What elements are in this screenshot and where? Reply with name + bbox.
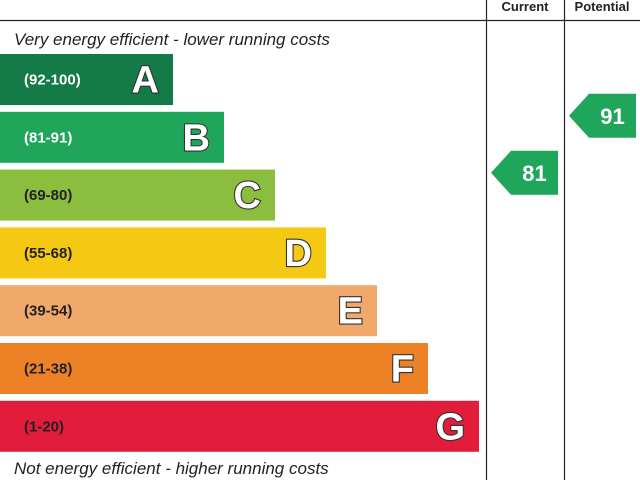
band-b-range: (81-91) [24,129,72,146]
band-g-bar [0,400,479,452]
band-c-letter: C [234,175,261,217]
band-c-bar [0,169,275,221]
band-a-letter: A [132,60,159,102]
current-rating-arrow [491,150,558,195]
bottom-description: Not energy efficient - higher running co… [14,459,329,478]
band-d-range: (55-68) [24,245,72,262]
band-d-letter: D [285,233,312,275]
band-c-range: (69-80) [24,187,72,204]
potential-rating-score: 91 [600,104,624,129]
band-f-range: (21-38) [24,361,72,378]
band-a-range: (92-100) [24,72,81,89]
band-f-bar [0,343,428,394]
rating-bands: (92-100) A (81-91) B (69-80) C (55-68) D (39-54)… [0,54,479,452]
current-column-header: Current [502,0,550,14]
top-description: Very energy efficient - lower running co… [14,30,330,49]
band-e-range: (39-54) [24,303,72,320]
potential-rating-arrow [569,93,636,138]
band-b-letter: B [183,117,210,159]
band-e-bar [0,285,377,337]
band-b-bar [0,111,224,163]
band-a-bar [0,54,173,105]
band-f-letter: F [391,349,414,391]
potential-column-header: Potential [575,0,630,14]
rating-indicators: 81 91 [491,93,636,195]
band-e-letter: E [338,291,363,333]
band-g-letter: G [435,406,465,448]
current-rating-score: 81 [522,161,546,186]
band-d-bar [0,227,326,279]
band-g-range: (1-20) [24,418,64,435]
